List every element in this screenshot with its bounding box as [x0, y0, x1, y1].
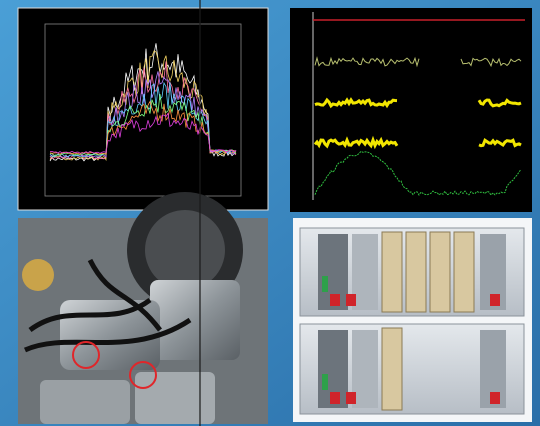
sensor-marker: [129, 361, 157, 389]
machine-photo: [18, 192, 268, 424]
trend-line: [314, 150, 522, 196]
trend-chart-panel: [290, 8, 532, 212]
panel-frame: [17, 7, 269, 211]
signal-line: [49, 112, 237, 154]
connector: [330, 294, 340, 306]
gearbox: [150, 280, 240, 360]
trend-line: [313, 135, 522, 150]
connector: [490, 392, 500, 404]
cables: [23, 258, 192, 353]
rack-photo: [293, 218, 532, 422]
panel-frame: [290, 8, 532, 212]
signal-lines: [49, 43, 237, 162]
rack-module: [352, 234, 378, 310]
motor: [40, 380, 130, 424]
trend-line: [314, 56, 522, 68]
trend-line: [314, 97, 522, 109]
connector: [322, 374, 328, 390]
rack-module: [453, 231, 475, 313]
signal-line: [49, 71, 237, 159]
rack-module: [405, 231, 427, 313]
disc-hub: [145, 210, 225, 290]
connector: [346, 392, 356, 404]
rack-module: [381, 327, 403, 411]
connector: [330, 392, 340, 404]
connector: [490, 294, 500, 306]
fitting: [22, 259, 54, 291]
plot-frame: [44, 23, 242, 197]
connector: [322, 276, 328, 292]
motor: [135, 372, 215, 424]
connector: [346, 294, 356, 306]
sensor-marker: [72, 341, 100, 369]
racks: [299, 227, 525, 415]
rack-module: [352, 330, 378, 408]
trend-lines: [313, 56, 522, 196]
rack-module: [429, 231, 451, 313]
rack-module: [381, 231, 403, 313]
spectrum-chart-panel: [17, 7, 269, 211]
signal-line: [49, 81, 237, 157]
